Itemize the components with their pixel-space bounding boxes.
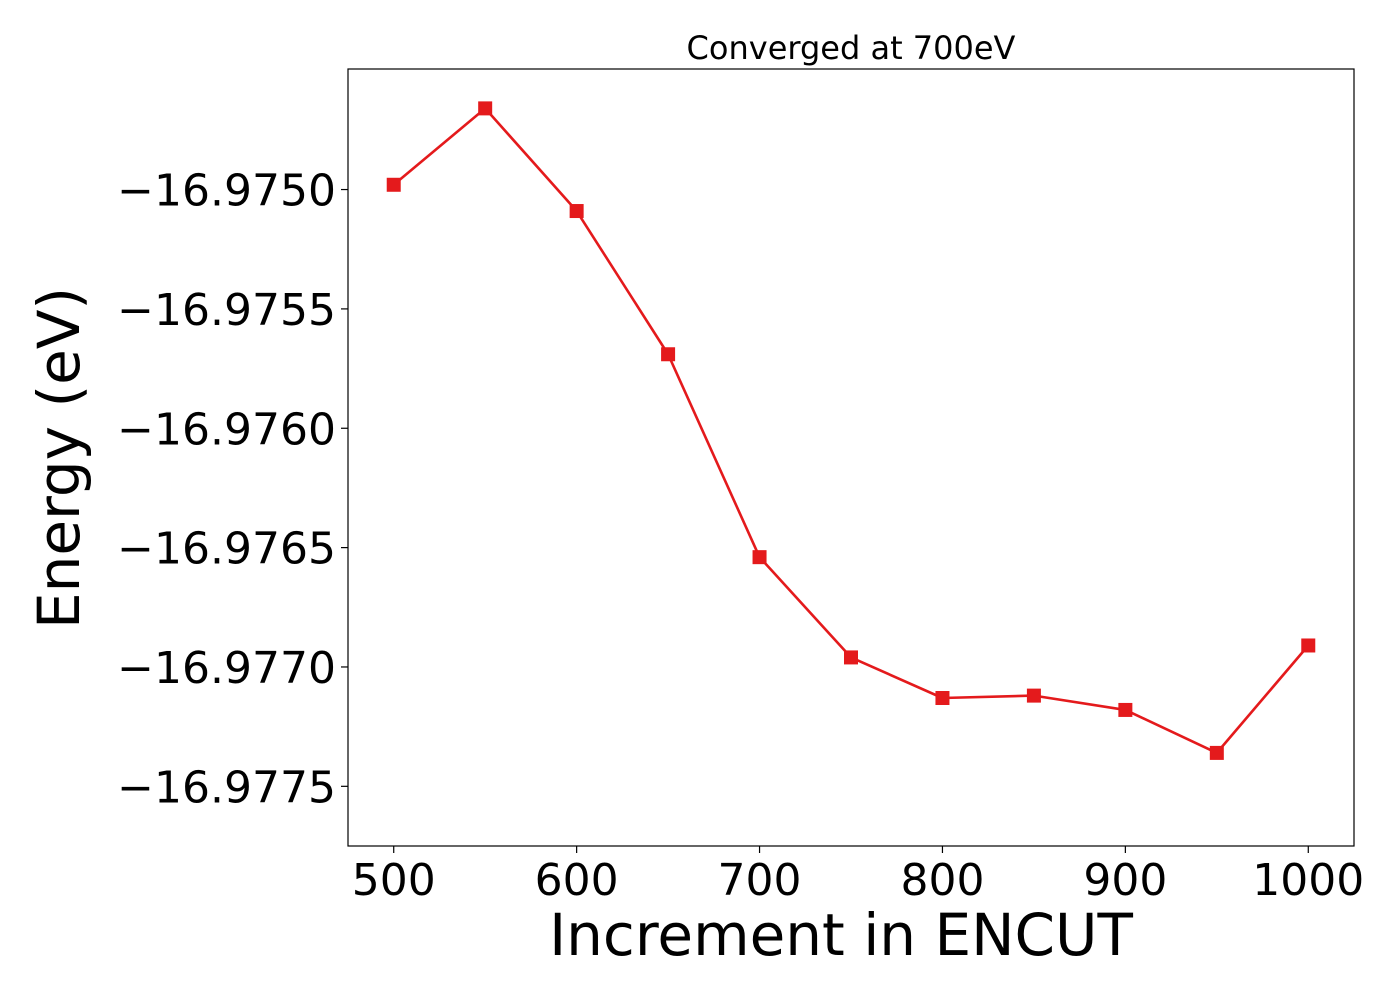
x-tick-label: 900 — [1083, 855, 1167, 906]
y-tick-label: −16.9775 — [117, 762, 336, 813]
data-point — [1209, 745, 1224, 760]
x-tick-label: 700 — [718, 855, 802, 906]
x-axis: 500 600 700 800 900 1000 — [352, 846, 1364, 906]
data-point — [661, 347, 676, 362]
x-axis-label: Increment in ENCUT — [549, 901, 1133, 969]
data-point — [1301, 638, 1316, 653]
chart-title: Converged at 700eV — [687, 29, 1016, 67]
plot-area — [347, 68, 1355, 847]
y-tick-label: −16.9770 — [117, 643, 336, 694]
y-tick-label: −16.9755 — [117, 285, 336, 336]
data-point — [1118, 702, 1133, 717]
y-tick-label: −16.9750 — [117, 166, 336, 217]
x-tick-label: 800 — [900, 855, 984, 906]
data-point — [752, 550, 767, 565]
data-point — [386, 177, 401, 192]
data-point — [844, 650, 858, 665]
y-tick-label: −16.9765 — [117, 524, 336, 575]
data-point — [935, 691, 950, 705]
y-tick-label: −16.9760 — [117, 404, 336, 455]
data-point — [569, 204, 584, 219]
series-energy — [386, 101, 1316, 760]
y-axis-label: Energy (eV) — [25, 287, 93, 629]
y-axis: −16.9775 −16.9770 −16.9765 −16.9760 −16.9755… — [117, 166, 348, 813]
x-tick-label: 600 — [535, 855, 619, 906]
x-tick-label: 1000 — [1252, 855, 1364, 906]
data-point — [1026, 688, 1041, 703]
x-tick-label: 500 — [352, 855, 436, 906]
data-point — [478, 101, 493, 116]
